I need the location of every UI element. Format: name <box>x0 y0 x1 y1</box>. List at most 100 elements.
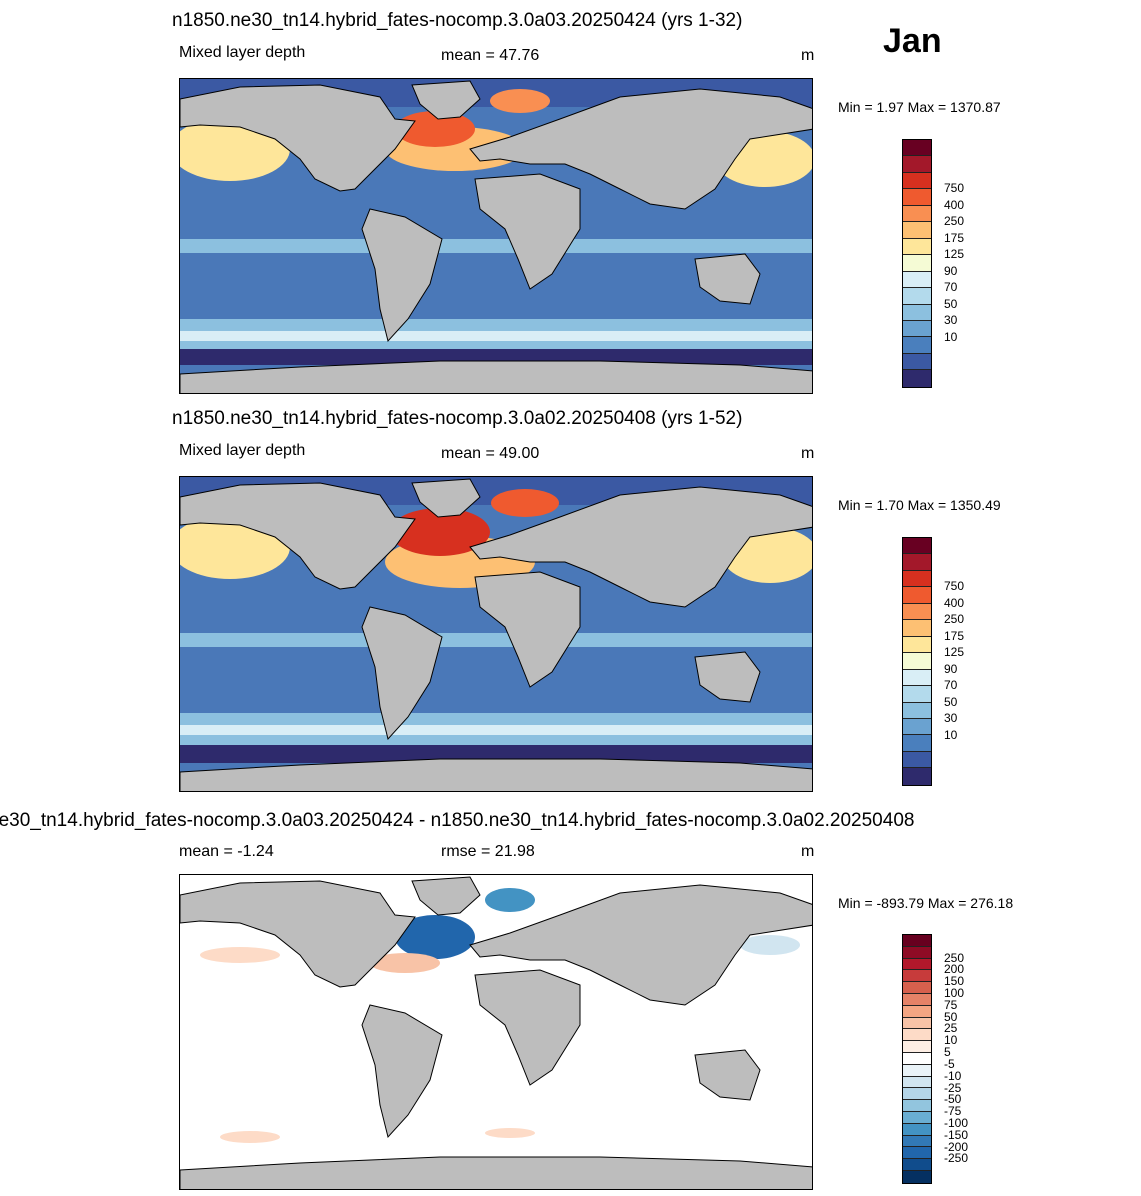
colorbar-segment <box>903 271 931 289</box>
colorbar-segment <box>903 620 931 637</box>
northwest-pacific-negative-anomaly <box>740 935 800 955</box>
colorbar-segment <box>903 370 931 387</box>
colorbar-tick-label: 175 <box>944 230 965 245</box>
colorbar-tick-label: 70 <box>944 280 958 295</box>
colorbar-tick-label: -5 <box>944 1056 955 1071</box>
labrador-sea-negative-anomaly <box>395 915 475 959</box>
colorbar-segment <box>903 702 931 719</box>
colorbar-tick-label: 70 <box>944 678 958 693</box>
labrador-sea-mixing <box>390 508 490 556</box>
panel-3-colorbar <box>902 934 932 1184</box>
colorbar-tick-label: 10 <box>944 329 958 344</box>
colorbar-segment <box>903 636 931 654</box>
colorbar-tick-label: 50 <box>944 694 958 709</box>
panel-1-colorbar <box>902 139 932 388</box>
panel-1-map-canvas <box>180 79 812 393</box>
panel-2-variable-label: Mixed layer depth <box>179 442 306 459</box>
land-masses <box>180 478 812 791</box>
panel-2-units: m <box>801 445 815 462</box>
colorbar-segment <box>903 603 931 621</box>
colorbar-tick-label: 250 <box>944 950 965 965</box>
colorbar-tick-label: -200 <box>944 1139 969 1154</box>
colorbar-segment <box>903 970 931 983</box>
southern-ocean-deep-band <box>180 725 812 735</box>
colorbar-tick-label: 10 <box>944 727 958 742</box>
colorbar-tick-label: -100 <box>944 1115 969 1130</box>
panel-1-title: n1850.ne30_tn14.hybrid_fates-nocomp.3.0a… <box>172 10 743 31</box>
colorbar-segment <box>903 993 931 1006</box>
colorbar-tick-label: -150 <box>944 1127 969 1142</box>
panel-2-map-canvas <box>180 477 812 791</box>
panel-3-mean: mean = -1.24 <box>179 843 274 860</box>
colorbar-tick-label: 750 <box>944 579 965 594</box>
colorbar-tick-label: 25 <box>944 1021 958 1036</box>
colorbar-segment <box>903 288 931 305</box>
colorbar-tick-label: 50 <box>944 1009 958 1024</box>
colorbar-segment <box>903 1064 931 1077</box>
panel-3-title: ne30_tn14.hybrid_fates-nocomp.3.0a03.202… <box>0 810 915 831</box>
colorbar-segment <box>903 538 931 555</box>
colorbar-tick-label: 90 <box>944 263 958 278</box>
colorbar-segment <box>903 982 931 994</box>
colorbar-segment <box>903 255 931 272</box>
panel-1-units: m <box>801 47 815 64</box>
colorbar-tick-label: 250 <box>944 214 965 229</box>
nordic-seas-mixing <box>491 489 559 517</box>
colorbar-tick-label: 200 <box>944 962 965 977</box>
panel-3-rmse: rmse = 21.98 <box>441 843 535 860</box>
southern-ocean-anomaly-east <box>485 1128 535 1138</box>
panel-3-map-canvas <box>180 875 812 1189</box>
colorbar-segment <box>903 1147 931 1160</box>
panel-3-units: m <box>801 843 815 860</box>
panel-2-colorbar <box>902 537 932 786</box>
subtropical-south-band <box>180 239 812 253</box>
colorbar-segment <box>903 1123 931 1136</box>
colorbar-segment <box>903 1135 931 1148</box>
panel-1-mean: mean = 47.76 <box>441 47 540 64</box>
colorbar-tick-label: 250 <box>944 612 965 627</box>
colorbar-tick-label: 175 <box>944 628 965 643</box>
panel-2-map <box>179 476 813 792</box>
colorbar-tick-label: 400 <box>944 197 965 212</box>
colorbar-segment <box>903 1005 931 1018</box>
subtropical-south-band <box>180 633 812 647</box>
north-pacific-positive-anomaly <box>200 947 280 963</box>
colorbar-tick-label: 90 <box>944 661 958 676</box>
colorbar-segment <box>903 1159 931 1171</box>
colorbar-segment <box>903 1088 931 1101</box>
colorbar-segment <box>903 1052 931 1065</box>
panel-1-min-max: Min = 1.97 Max = 1370.87 <box>838 99 1001 115</box>
antarctic-shelf-band <box>180 349 812 365</box>
nordic-seas-mixing <box>490 89 550 113</box>
colorbar-segment <box>903 1076 931 1089</box>
colorbar-segment <box>903 320 931 338</box>
colorbar-segment <box>903 172 931 190</box>
colorbar-segment <box>903 1041 931 1053</box>
colorbar-tick-label: 10 <box>944 1033 958 1048</box>
colorbar-tick-label: 750 <box>944 181 965 196</box>
colorbar-tick-label: -250 <box>944 1151 969 1166</box>
colorbar-tick-label: 400 <box>944 595 965 610</box>
southern-ocean-deep-band <box>180 331 812 341</box>
colorbar-segment <box>903 554 931 571</box>
colorbar-segment <box>903 587 931 604</box>
colorbar-segment <box>903 156 931 173</box>
colorbar-segment <box>903 205 931 223</box>
panel-2-title: n1850.ne30_tn14.hybrid_fates-nocomp.3.0a… <box>172 408 743 429</box>
southern-ocean-anomaly-west <box>220 1131 280 1143</box>
colorbar-tick-label: 5 <box>944 1045 951 1060</box>
panel-3-min-max: Min = -893.79 Max = 276.18 <box>838 895 1014 911</box>
colorbar-segment <box>903 1029 931 1042</box>
colorbar-segment <box>903 669 931 687</box>
colorbar-segment <box>903 1170 931 1183</box>
colorbar-tick-label: 125 <box>944 645 965 660</box>
colorbar-segment <box>903 353 931 371</box>
month-label: Jan <box>883 22 942 60</box>
nordic-seas-negative-anomaly <box>485 888 535 912</box>
colorbar-tick-label: 150 <box>944 974 965 989</box>
colorbar-segment <box>903 238 931 256</box>
colorbar-tick-label: 30 <box>944 711 958 726</box>
colorbar-tick-label: 30 <box>944 313 958 328</box>
colorbar-segment <box>903 735 931 752</box>
colorbar-segment <box>903 304 931 321</box>
